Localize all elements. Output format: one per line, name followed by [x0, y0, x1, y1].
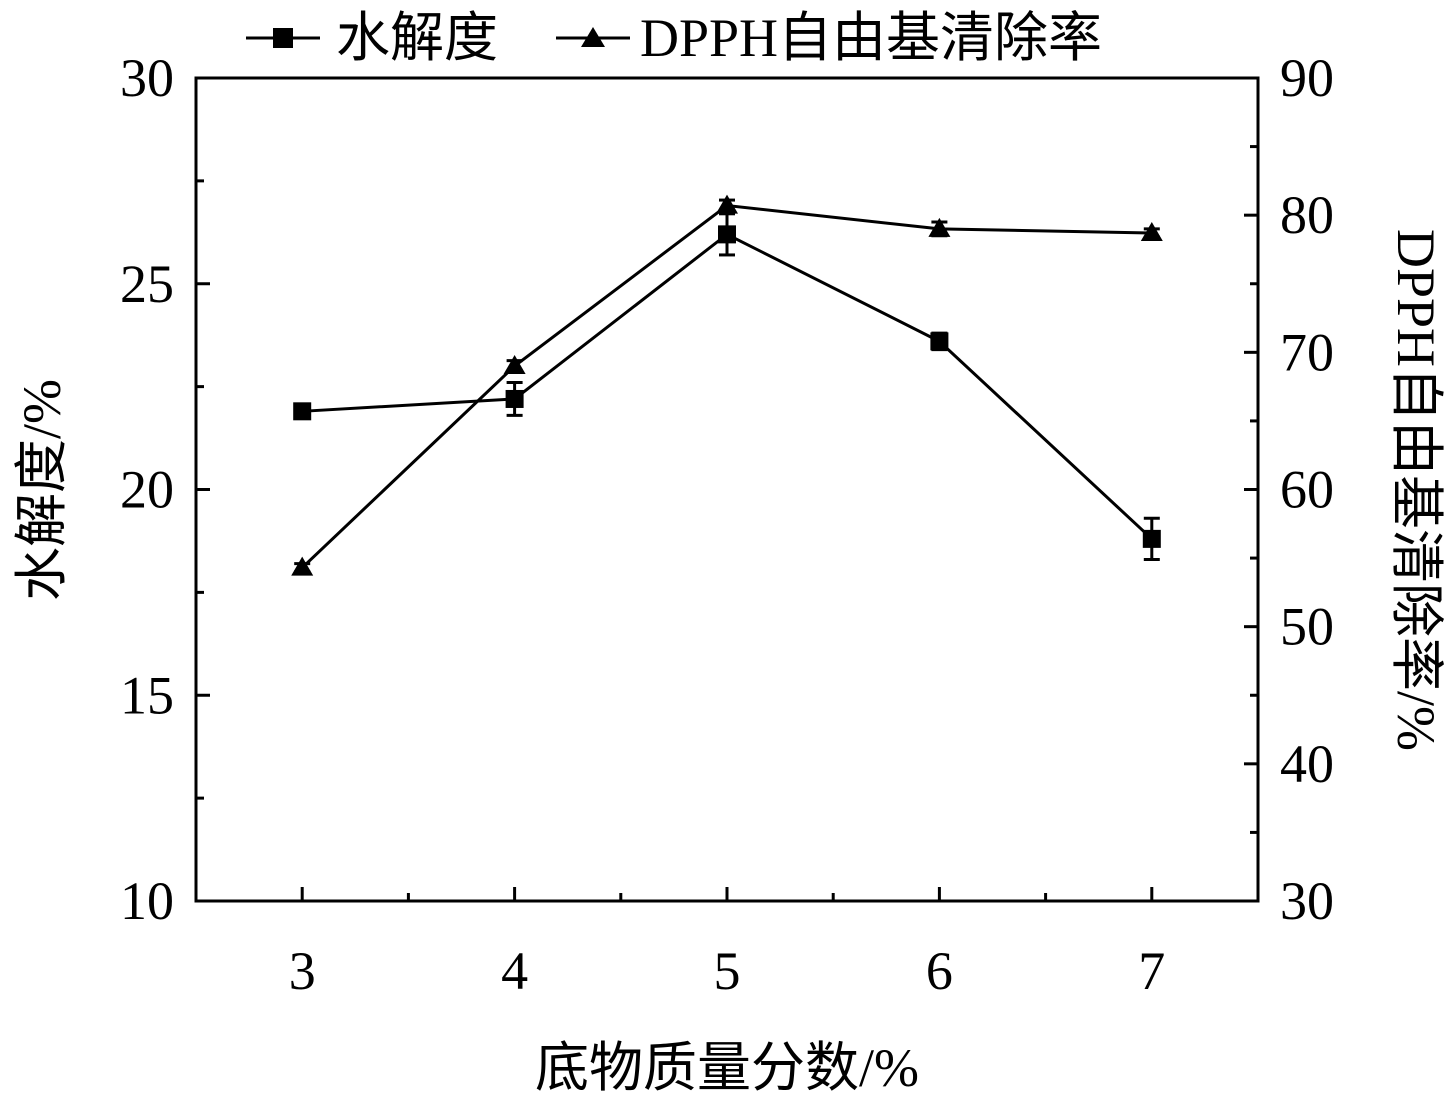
series-dpph — [291, 194, 1163, 576]
hydrolysis-point — [1142, 529, 1161, 548]
y-right-tick-label: 60 — [1280, 460, 1334, 520]
x-tick-label: 3 — [289, 941, 316, 1001]
x-tick-label: 7 — [1138, 941, 1165, 1001]
legend-marker-triangle — [581, 27, 605, 47]
x-tick-label: 4 — [501, 941, 528, 1001]
y-left-tick-label: 25 — [120, 254, 174, 314]
x-axis-title: 底物质量分数/% — [535, 1038, 919, 1098]
y-right-tick-label: 50 — [1280, 597, 1334, 657]
x-tick-label: 6 — [926, 941, 953, 1001]
axis-ticks — [196, 76, 1258, 903]
series-hydrolysis — [293, 212, 1161, 561]
y-left-tick-label: 30 — [120, 48, 174, 108]
dpph-point — [928, 217, 951, 237]
y-right-tick-label: 70 — [1280, 322, 1334, 382]
y-axis-right-title: DPPH自由基清除率/% — [1386, 229, 1446, 751]
y-right-tick-label: 80 — [1280, 185, 1334, 245]
hydrolysis-point — [505, 389, 524, 408]
dpph-point — [291, 556, 314, 576]
dpph-point — [1140, 221, 1163, 241]
legend-label-dpph: DPPH自由基清除率 — [640, 8, 1102, 68]
y-right-tick-label: 90 — [1280, 48, 1334, 108]
y-right-tick-label: 40 — [1280, 734, 1334, 794]
dpph-line — [301, 204, 1152, 569]
x-tick-label: 5 — [714, 941, 741, 1001]
y-axis-left-title: 水解度/% — [12, 379, 72, 601]
hydrolysis-point — [293, 402, 312, 421]
hydrolysis-point — [930, 332, 949, 351]
hydrolysis-point — [718, 225, 736, 244]
dpph-point — [503, 355, 526, 375]
dpph-point — [716, 194, 738, 214]
y-left-tick-label: 15 — [120, 665, 174, 725]
legend-marker-square — [273, 28, 293, 48]
axis-tick-labels: 3 4 5 6 7 10 15 20 25 30 30 40 50 60 70 80 90 — [120, 48, 1334, 1001]
y-right-tick-label: 30 — [1280, 871, 1334, 931]
y-left-tick-label: 20 — [120, 460, 174, 520]
hydrolysis-line — [302, 232, 1153, 540]
legend-label-hydrolysis: 水解度 — [336, 8, 498, 68]
y-left-tick-label: 10 — [120, 871, 174, 931]
legend: 水解度 DPPH自由基清除率 — [246, 8, 1102, 68]
